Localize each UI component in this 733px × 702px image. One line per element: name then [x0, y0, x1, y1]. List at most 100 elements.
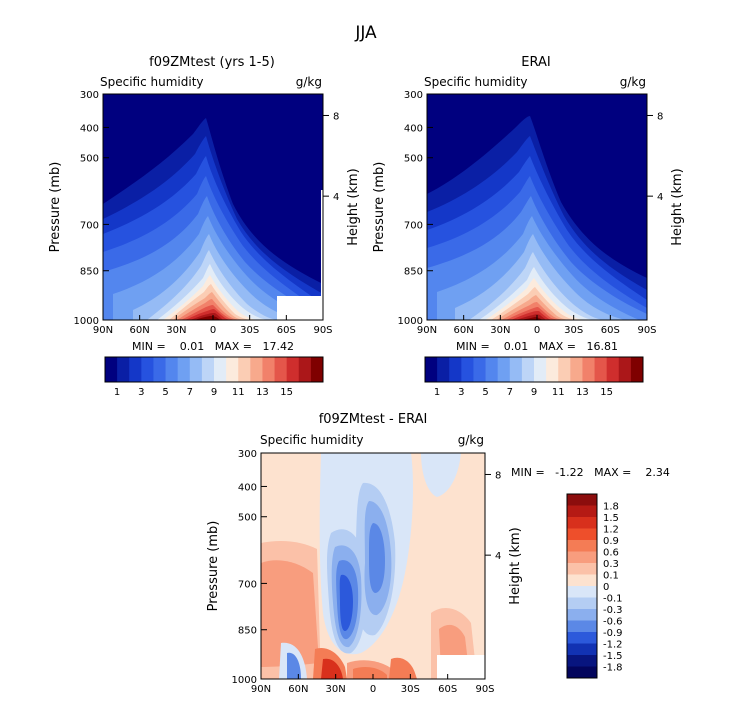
colorbar-swatch [534, 357, 547, 382]
colorbar-label: -1.5 [603, 651, 623, 662]
missing-data-region [437, 655, 485, 679]
colorbar-swatch [567, 517, 597, 529]
panel-obs-units: g/kg [620, 75, 646, 89]
y-right-tick-label: 4 [333, 192, 339, 203]
colorbar-label: 1 [114, 387, 120, 398]
x-tick-label: 0 [210, 325, 216, 336]
colorbar-label: 9 [531, 387, 537, 398]
y-right-axis-label: Height (km) [670, 168, 685, 245]
colorbar-swatch [567, 643, 597, 656]
colorbar-frame [424, 356, 644, 383]
panel-model-title: f09ZMtest (yrs 1-5) [149, 55, 275, 70]
y-tick-label: 700 [404, 220, 423, 231]
panel-diff: f09ZMtest - ERAI Specific humidity g/kg [260, 412, 486, 680]
colorbar-swatch [558, 357, 571, 382]
x-tick-label: 60N [288, 684, 308, 695]
x-tick-label: 0 [534, 325, 540, 336]
panel-model-variable: Specific humidity [100, 75, 204, 89]
colorbar-swatch [567, 609, 597, 621]
colorbar-label: 5 [162, 387, 168, 398]
colorbar-label: -1.8 [603, 663, 623, 674]
x-tick-label: 30N [490, 325, 510, 336]
colorbar-swatch [521, 357, 535, 382]
x-tick-label: 60S [438, 684, 457, 695]
colorbar-swatch [567, 597, 597, 610]
x-tick-label: 90S [313, 325, 332, 336]
colorbar-swatch [567, 494, 597, 506]
colorbar-label: -0.1 [603, 594, 623, 605]
colorbar-label: 0 [603, 582, 609, 593]
x-tick-label: 90N [417, 325, 437, 336]
min-max-stats: MIN = -1.22 MAX = 2.34 [511, 466, 670, 479]
x-tick-label: 90N [93, 325, 113, 336]
y-tick-label: 500 [404, 154, 423, 165]
colorbar-swatch [606, 357, 620, 382]
colorbar-label: 3 [458, 387, 464, 398]
colorbar-frame [104, 356, 324, 383]
y-right-tick-label: 4 [657, 192, 663, 203]
y-tick-label: 300 [404, 90, 423, 101]
colorbar-label: -0.6 [603, 617, 623, 628]
colorbar-swatch [567, 632, 597, 644]
colorbar-swatch [567, 540, 597, 552]
colorbar-label: -0.9 [603, 628, 623, 639]
colorbar-swatch [461, 357, 474, 382]
colorbar-swatch [298, 357, 312, 382]
x-tick-label: 30S [240, 325, 259, 336]
panel-diff-units: g/kg [458, 433, 484, 447]
colorbar-swatch [497, 357, 511, 382]
x-tick-label: 90S [475, 684, 494, 695]
min-max-stats: MIN = 0.01 MAX = 17.42 [132, 340, 294, 353]
panel-model: f09ZMtest (yrs 1-5) Specific humidity g/… [100, 55, 325, 321]
colorbar-swatch [594, 357, 608, 382]
colorbar-swatch [567, 528, 597, 541]
x-tick-label: 30N [166, 325, 186, 336]
y-tick-label: 400 [80, 123, 99, 134]
missing-data-region [277, 296, 323, 320]
contour-band [389, 657, 417, 679]
y-tick-label: 850 [404, 267, 423, 278]
colorbar-label: 1.2 [603, 525, 619, 536]
x-tick-label: 60N [454, 325, 474, 336]
contour-band [353, 667, 387, 679]
x-tick-label: 60S [601, 325, 620, 336]
panel-diff-variable: Specific humidity [260, 433, 364, 447]
colorbar-label: 3 [138, 387, 144, 398]
y-right-axis-label: Height (km) [346, 168, 361, 245]
contour-band [369, 523, 385, 593]
colorbar-swatch [567, 655, 597, 667]
x-tick-label: 60N [130, 325, 150, 336]
colorbar-swatch [117, 357, 130, 382]
colorbar-swatch [485, 357, 499, 382]
colorbar-label: 7 [187, 387, 193, 398]
y-axis-label: Pressure (mb) [372, 162, 387, 253]
colorbar-label: 0.6 [603, 548, 619, 559]
colorbar-swatch [567, 551, 597, 564]
y-axis-label: Pressure (mb) [206, 521, 221, 612]
panel-obs-plot [426, 93, 648, 321]
colorbar-swatch [570, 357, 583, 382]
y-right-tick-label: 8 [333, 111, 339, 122]
colorbar-label: 9 [211, 387, 217, 398]
contour-band [339, 574, 353, 631]
colorbar-label: 5 [482, 387, 488, 398]
panel-model-units: g/kg [296, 75, 322, 89]
min-max-stats: MIN = 0.01 MAX = 16.81 [456, 340, 618, 353]
y-tick-label: 300 [80, 90, 99, 101]
colorbar-swatch [274, 357, 288, 382]
colorbar-swatch [618, 357, 632, 382]
colorbar-swatch [214, 357, 227, 382]
colorbar-swatch [567, 574, 597, 587]
colorbar-label: 11 [232, 387, 245, 398]
colorbar-swatch [582, 357, 595, 382]
colorbar-label: 0.9 [603, 536, 619, 547]
colorbar-swatch [250, 357, 263, 382]
x-tick-label: 30S [401, 684, 420, 695]
colorbar-label: 15 [600, 387, 613, 398]
x-tick-label: 90N [251, 684, 271, 695]
colorbar-swatch [567, 586, 597, 598]
x-tick-label: 30S [564, 325, 583, 336]
panel-diff-title: f09ZMtest - ERAI [319, 412, 428, 427]
